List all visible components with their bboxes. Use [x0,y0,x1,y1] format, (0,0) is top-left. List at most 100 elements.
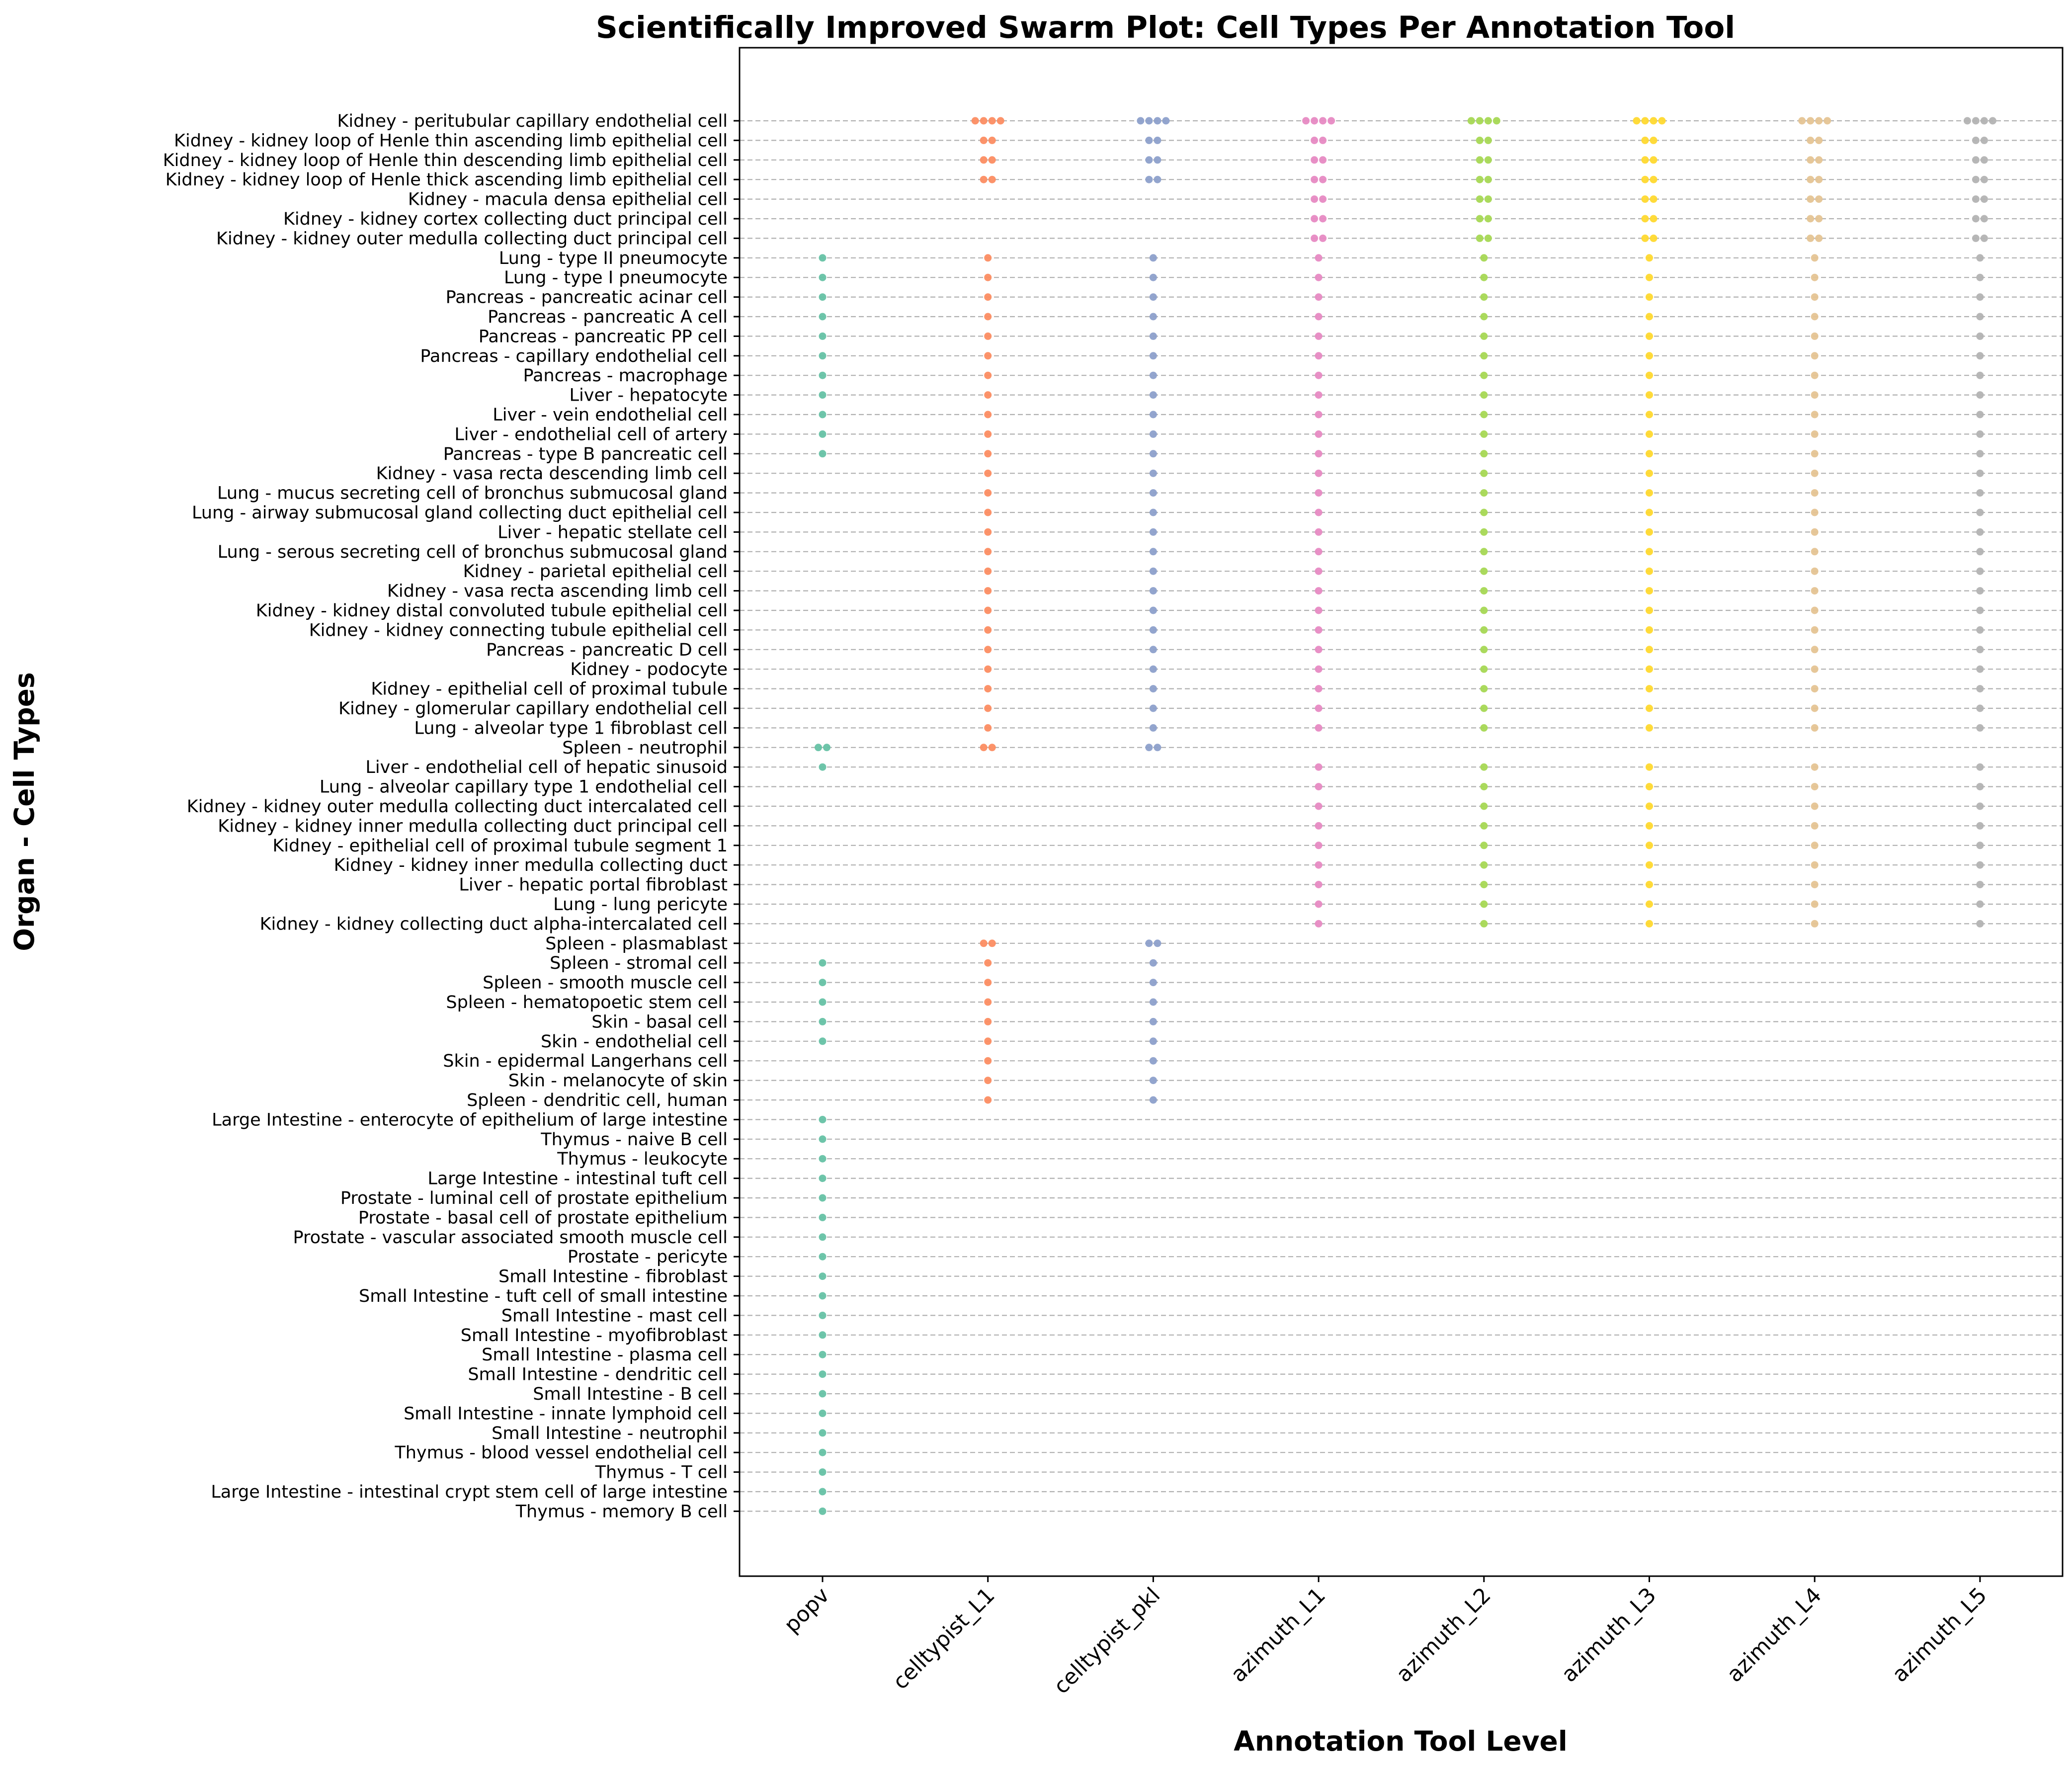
y-tick-label: Spleen - hematopoetic stem cell [446,993,728,1013]
swarm-point [984,411,992,419]
y-tick-label: Kidney - kidney distal convoluted tubule… [256,601,728,621]
swarm-point [1149,685,1157,693]
swarm-point [1476,215,1484,223]
swarm-point [1811,508,1819,516]
x-tick-label: azimuth_L2 [1392,1583,1496,1687]
swarm-point [1149,489,1157,497]
swarm-point [1976,391,1984,399]
swarm-point [1972,215,1980,223]
y-tick-label: Thymus - naive B cell [540,1130,728,1150]
swarm-point [1811,313,1819,321]
y-tick-label: Prostate - vascular associated smooth mu… [293,1228,728,1248]
y-tick-label: Lung - mucus secreting cell of bronchus … [217,484,728,504]
plot-frame [739,47,2064,1577]
y-tick-label: Kidney - macula densa epithelial cell [408,190,728,210]
swarm-point [1823,117,1831,125]
swarm-point [819,959,827,967]
y-tick-label: Kidney - kidney inner medulla collecting… [218,816,728,836]
swarm-point [1807,136,1815,144]
swarm-point [1480,646,1488,654]
swarm-point [1650,195,1658,203]
swarm-point [1811,469,1819,477]
swarm-point [1149,528,1157,536]
y-tick-label: Small Intestine - neutrophil [492,1424,728,1443]
swarm-point [1315,254,1323,262]
swarm-point [1315,763,1323,771]
swarm-point [1976,783,1984,791]
swarm-point [984,979,992,987]
swarm-point [1811,920,1819,928]
swarm-point [1480,606,1488,614]
swarm-point [984,469,992,477]
swarm-point [1646,842,1653,849]
swarm-point [1315,293,1323,301]
swarm-point [1811,763,1819,771]
swarm-point [1972,175,1980,183]
y-tick-label: Pancreas - pancreatic PP cell [479,327,728,346]
swarm-point [815,744,822,752]
swarm-point [819,1507,827,1515]
swarm-point [819,1272,827,1280]
swarm-point [1149,508,1157,516]
swarm-point [1646,450,1653,458]
swarm-point [1976,489,1984,497]
swarm-point [1149,411,1157,419]
swarm-point [1646,763,1653,771]
y-tick-label: Liver - hepatic portal fibroblast [459,875,728,895]
swarm-point [1480,763,1488,771]
swarm-point [1811,293,1819,301]
swarm-point [980,156,988,164]
swarm-point [1650,156,1658,164]
swarm-point [1476,136,1484,144]
swarm-point [1480,802,1488,810]
swarm-point [819,1037,827,1045]
swarm-point [819,763,827,771]
swarm-point [1315,489,1323,497]
y-tick-label: Pancreas - pancreatic acinar cell [446,288,728,308]
swarm-point [1149,313,1157,321]
swarm-point [819,411,827,419]
y-tick-label: Skin - melanocyte of skin [508,1071,728,1091]
swarm-point [1976,411,1984,419]
y-tick-labels: Kidney - peritubular capillary endotheli… [163,111,728,1521]
swarm-point [1976,861,1984,869]
swarm-point [1980,215,1988,223]
swarm-point [1976,802,1984,810]
swarm-point [1811,861,1819,869]
swarm-point [1811,430,1819,438]
swarm-point [1480,469,1488,477]
swarm-point [984,567,992,575]
swarm-point [819,1331,827,1339]
swarm-point [980,117,988,125]
swarm-point [1646,528,1653,536]
swarm-point [1480,665,1488,673]
swarm-point [1815,195,1823,203]
swarm-point [1315,626,1323,634]
swarm-point [1149,665,1157,673]
swarm-point [1149,1096,1157,1104]
swarm-point [1646,391,1653,399]
swarm-point [984,587,992,595]
x-tick-label: celltypist_pkl [1049,1583,1165,1699]
y-tick-label: Kidney - kidney loop of Henle thin ascen… [174,131,728,151]
swarm-point [1315,508,1323,516]
swarm-point [1811,881,1819,889]
y-tick-label: Large Intestine - enterocyte of epitheli… [212,1110,728,1130]
y-tick-label: Kidney - kidney loop of Henle thin desce… [163,151,728,170]
swarm-point [1646,548,1653,556]
swarm-point [1149,469,1157,477]
swarm-point [1484,136,1492,144]
swarm-point [1315,411,1323,419]
swarm-point [1646,724,1653,732]
y-tick-label: Spleen - smooth muscle cell [483,973,728,993]
swarm-point [819,1370,827,1378]
swarm-point [819,1390,827,1398]
swarm-point [980,175,988,183]
swarm-point [1302,117,1310,125]
y-tick-label: Skin - endothelial cell [541,1032,728,1052]
swarm-point [1972,234,1980,242]
swarm-point [1480,567,1488,575]
swarm-point [1976,606,1984,614]
swarm-point [1149,724,1157,732]
swarm-point [1980,234,1988,242]
